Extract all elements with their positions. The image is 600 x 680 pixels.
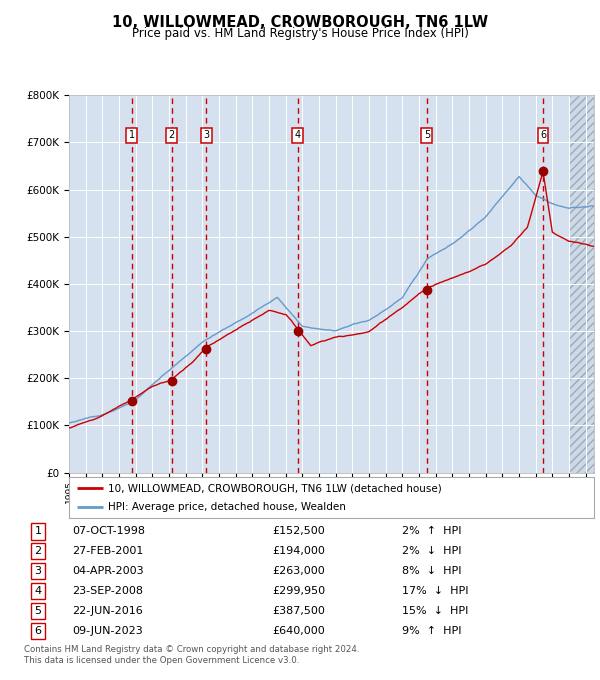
- Bar: [172, 95, 206, 473]
- Text: 3: 3: [203, 131, 209, 140]
- Text: 6: 6: [540, 131, 546, 140]
- Text: Price paid vs. HM Land Registry's House Price Index (HPI): Price paid vs. HM Land Registry's House …: [131, 27, 469, 40]
- Text: 4: 4: [35, 586, 41, 596]
- Text: Contains HM Land Registry data © Crown copyright and database right 2024.: Contains HM Land Registry data © Crown c…: [24, 645, 359, 653]
- Text: 4: 4: [295, 131, 301, 140]
- Text: 2: 2: [35, 546, 41, 556]
- Text: £640,000: £640,000: [272, 626, 325, 636]
- Text: 1: 1: [129, 131, 135, 140]
- Text: HPI: Average price, detached house, Wealden: HPI: Average price, detached house, Weal…: [109, 502, 346, 512]
- Text: 27-FEB-2001: 27-FEB-2001: [72, 546, 143, 556]
- Text: 23-SEP-2008: 23-SEP-2008: [72, 586, 143, 596]
- Bar: [543, 95, 569, 473]
- Text: 5: 5: [424, 131, 430, 140]
- Text: £299,950: £299,950: [272, 586, 325, 596]
- Text: 07-OCT-1998: 07-OCT-1998: [72, 526, 145, 537]
- Text: 2%  ↑  HPI: 2% ↑ HPI: [402, 526, 461, 537]
- Text: 17%  ↓  HPI: 17% ↓ HPI: [402, 586, 469, 596]
- Text: 2%  ↓  HPI: 2% ↓ HPI: [402, 546, 461, 556]
- Text: £263,000: £263,000: [272, 566, 325, 576]
- Text: £152,500: £152,500: [272, 526, 325, 537]
- Text: 9%  ↑  HPI: 9% ↑ HPI: [402, 626, 461, 636]
- Bar: [427, 95, 543, 473]
- Text: £194,000: £194,000: [272, 546, 325, 556]
- Text: 5: 5: [35, 606, 41, 616]
- Bar: [206, 95, 298, 473]
- Text: 1: 1: [35, 526, 41, 537]
- Text: This data is licensed under the Open Government Licence v3.0.: This data is licensed under the Open Gov…: [24, 656, 299, 664]
- Text: 8%  ↓  HPI: 8% ↓ HPI: [402, 566, 461, 576]
- Bar: [69, 95, 132, 473]
- Text: 22-JUN-2016: 22-JUN-2016: [72, 606, 143, 616]
- Text: 2: 2: [169, 131, 175, 140]
- Bar: [298, 95, 427, 473]
- Text: 10, WILLOWMEAD, CROWBOROUGH, TN6 1LW (detached house): 10, WILLOWMEAD, CROWBOROUGH, TN6 1LW (de…: [109, 483, 442, 494]
- Bar: [569, 95, 594, 473]
- Text: 15%  ↓  HPI: 15% ↓ HPI: [402, 606, 468, 616]
- Text: 3: 3: [35, 566, 41, 576]
- Bar: [569, 95, 594, 473]
- Text: £387,500: £387,500: [272, 606, 325, 616]
- Text: 04-APR-2003: 04-APR-2003: [72, 566, 143, 576]
- Bar: [132, 95, 172, 473]
- Text: 6: 6: [35, 626, 41, 636]
- Text: 10, WILLOWMEAD, CROWBOROUGH, TN6 1LW: 10, WILLOWMEAD, CROWBOROUGH, TN6 1LW: [112, 15, 488, 30]
- Text: 09-JUN-2023: 09-JUN-2023: [72, 626, 143, 636]
